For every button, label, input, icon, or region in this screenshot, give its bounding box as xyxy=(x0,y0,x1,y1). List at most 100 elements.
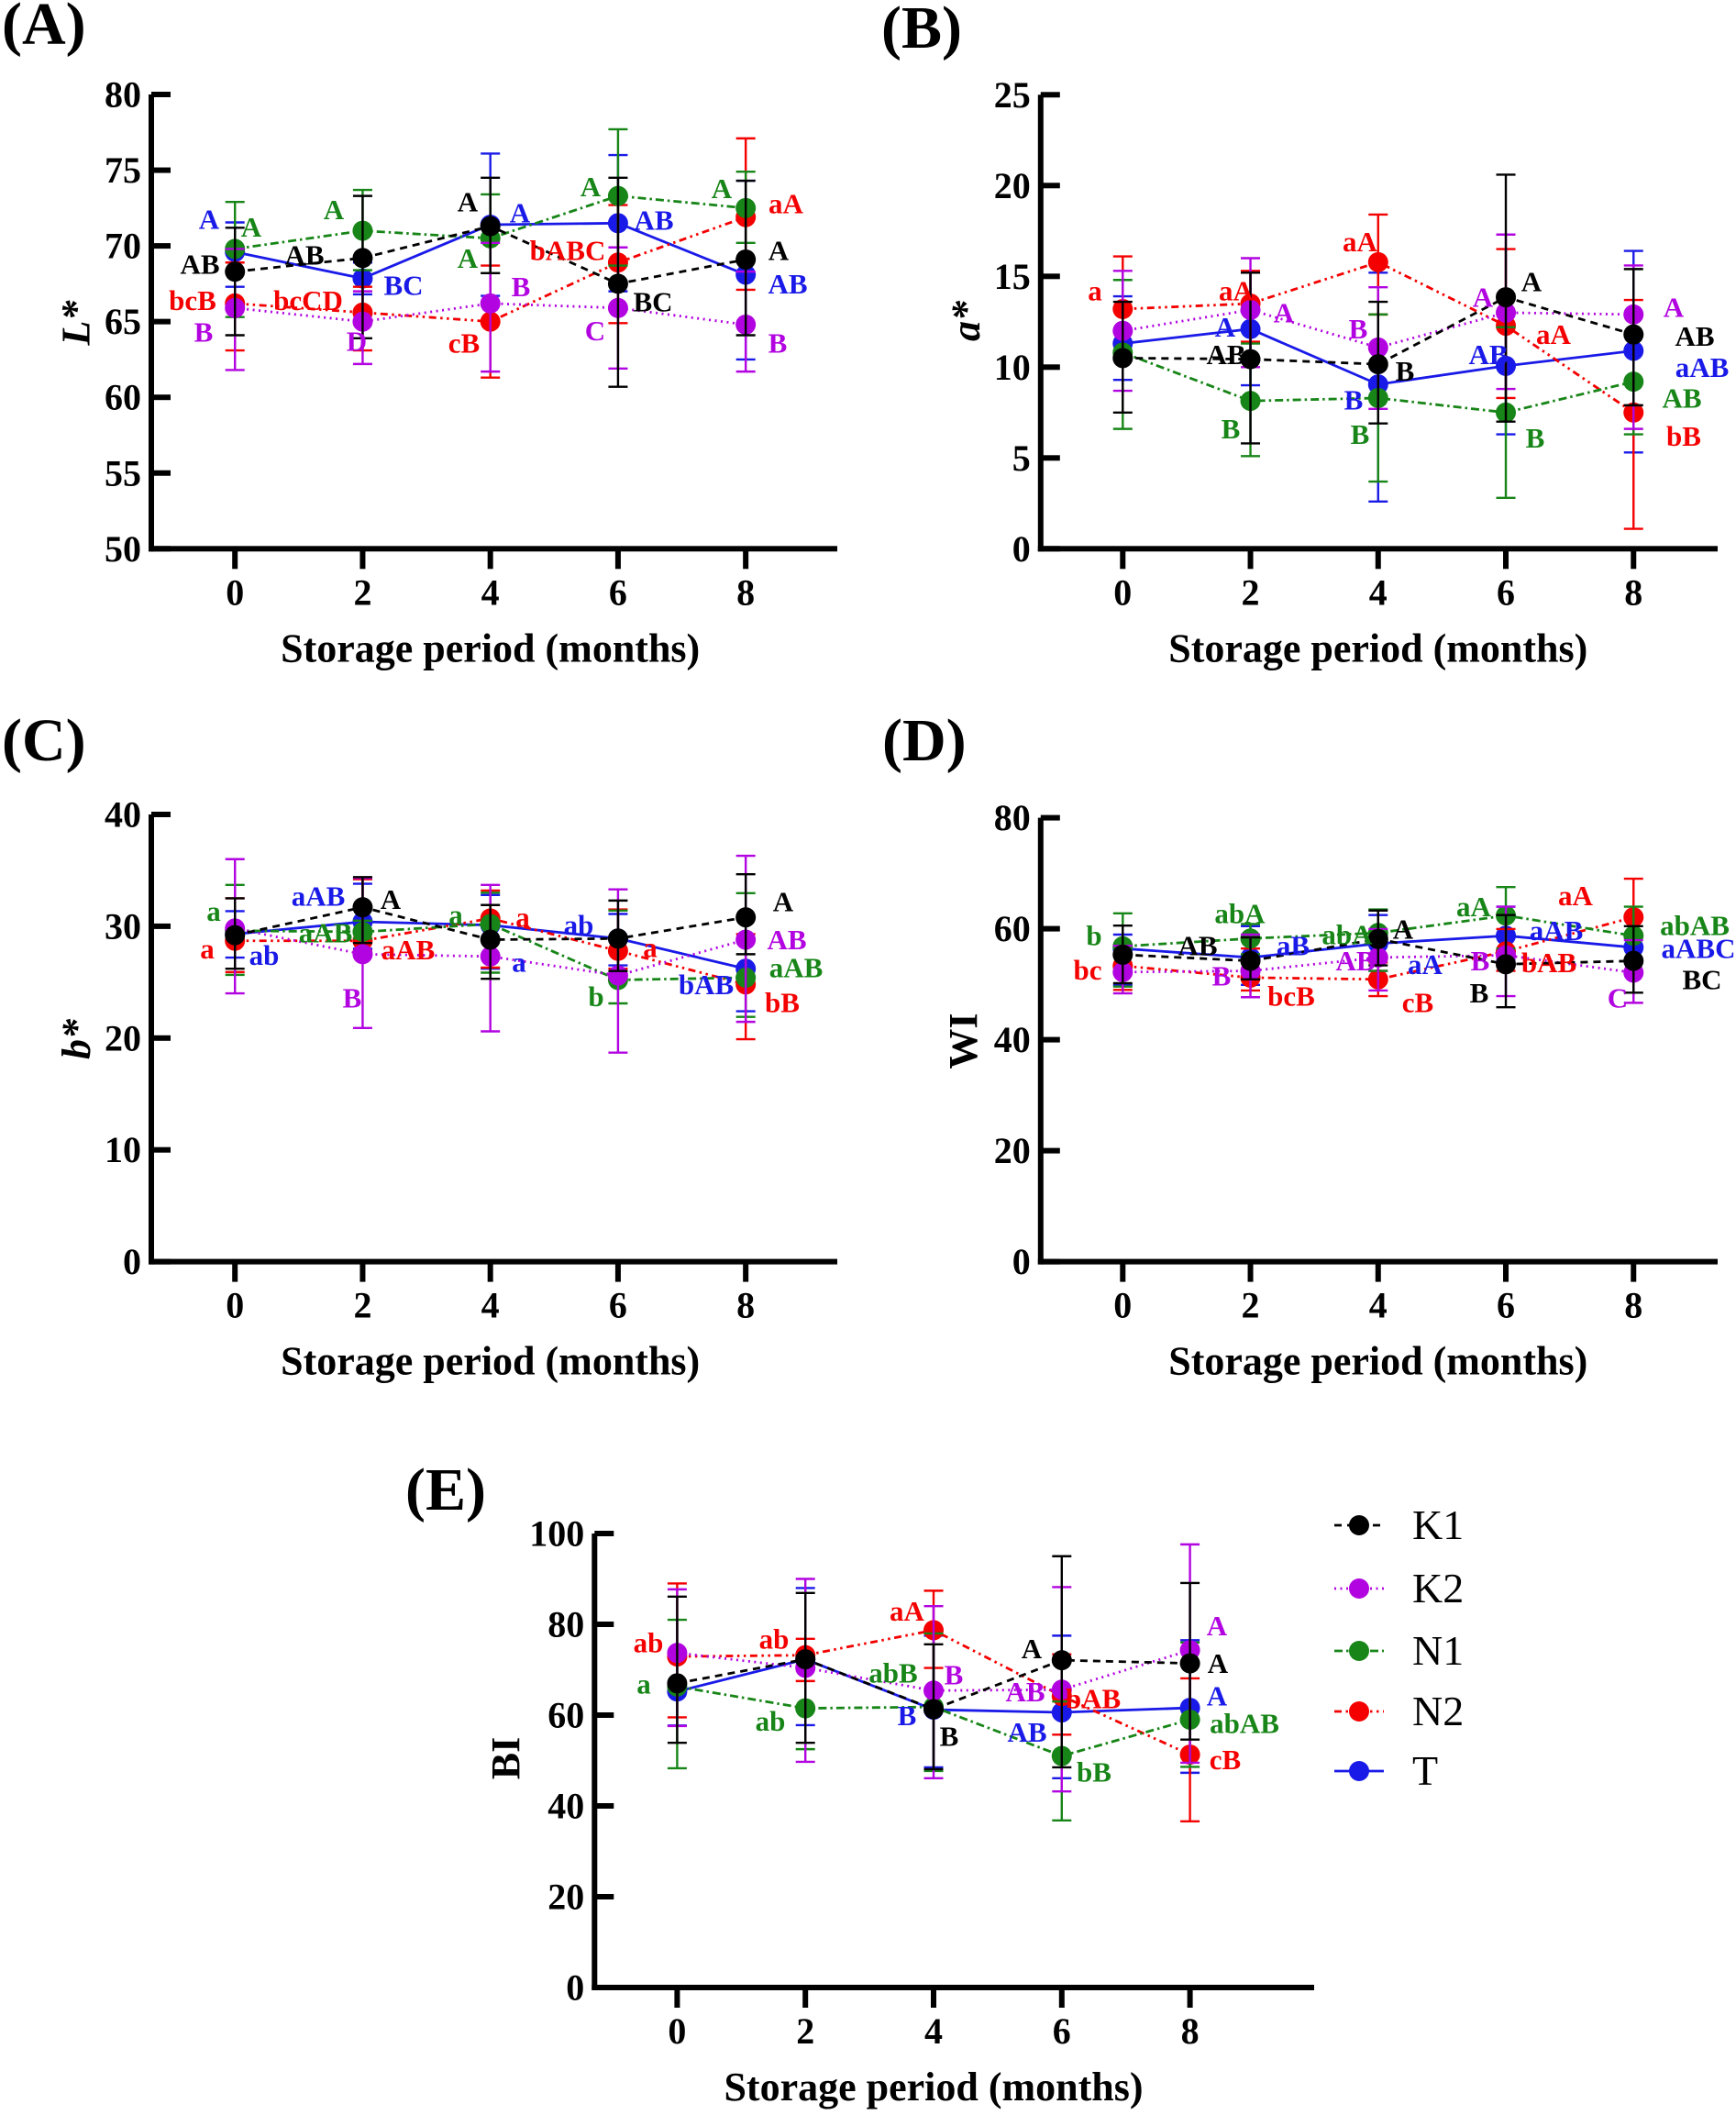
svg-text:bB: bB xyxy=(1077,1755,1111,1788)
svg-text:Storage period (months): Storage period (months) xyxy=(281,1339,700,1384)
svg-text:a: a xyxy=(512,946,526,978)
svg-text:20: 20 xyxy=(547,1877,584,1918)
svg-text:A: A xyxy=(1664,291,1685,323)
svg-text:8: 8 xyxy=(1624,1285,1642,1326)
svg-text:4: 4 xyxy=(481,571,500,613)
svg-text:aABC: aABC xyxy=(1662,933,1736,965)
svg-text:8: 8 xyxy=(1624,571,1642,613)
svg-text:6: 6 xyxy=(1053,2010,1071,2052)
svg-text:8: 8 xyxy=(736,571,755,613)
svg-text:AB: AB xyxy=(1005,1676,1045,1708)
svg-text:AB: AB xyxy=(1335,945,1375,977)
svg-text:AB: AB xyxy=(767,924,806,956)
svg-text:50: 50 xyxy=(105,528,141,570)
svg-text:0: 0 xyxy=(1113,1285,1132,1326)
svg-text:bc: bc xyxy=(1074,954,1102,986)
svg-text:bABC: bABC xyxy=(530,235,606,267)
svg-text:aAB: aAB xyxy=(299,917,353,949)
svg-text:2: 2 xyxy=(353,571,371,613)
svg-text:a: a xyxy=(515,902,530,934)
svg-text:0: 0 xyxy=(226,1285,244,1326)
svg-text:B: B xyxy=(343,981,362,1013)
svg-text:N2: N2 xyxy=(1412,1688,1464,1734)
svg-text:B: B xyxy=(194,316,214,349)
svg-text:A: A xyxy=(1393,913,1414,945)
svg-text:0: 0 xyxy=(668,2010,686,2052)
svg-text:80: 80 xyxy=(105,74,141,116)
svg-text:20: 20 xyxy=(994,1130,1031,1171)
svg-text:AB: AB xyxy=(1662,382,1701,414)
svg-text:bcB: bcB xyxy=(1267,980,1315,1013)
svg-text:aAB: aAB xyxy=(769,952,824,984)
svg-text:6: 6 xyxy=(1497,1285,1515,1326)
svg-text:A: A xyxy=(458,186,479,218)
svg-text:A: A xyxy=(381,883,402,915)
svg-text:(C): (C) xyxy=(2,707,86,774)
svg-text:C: C xyxy=(1608,981,1628,1013)
svg-text:a: a xyxy=(1088,275,1102,307)
svg-text:10: 10 xyxy=(994,347,1031,388)
svg-text:BC: BC xyxy=(1682,963,1721,995)
svg-text:4: 4 xyxy=(1369,571,1388,613)
svg-text:B: B xyxy=(945,1658,964,1690)
svg-text:B: B xyxy=(1396,355,1415,387)
svg-text:abA: abA xyxy=(1321,919,1373,951)
svg-text:4: 4 xyxy=(481,1285,500,1326)
svg-text:20: 20 xyxy=(105,1017,141,1058)
svg-text:B: B xyxy=(1471,945,1490,977)
svg-text:BC: BC xyxy=(633,286,672,318)
svg-text:4: 4 xyxy=(1369,1285,1388,1326)
svg-text:aA: aA xyxy=(1343,226,1378,258)
svg-text:A: A xyxy=(324,194,345,226)
svg-text:0: 0 xyxy=(1012,528,1031,570)
svg-text:bcCD: bcCD xyxy=(273,284,343,316)
svg-text:b*: b* xyxy=(54,1018,99,1059)
svg-text:80: 80 xyxy=(994,797,1031,838)
svg-text:A: A xyxy=(1207,1610,1228,1642)
svg-text:bAB: bAB xyxy=(1066,1683,1121,1715)
svg-text:D: D xyxy=(347,326,367,358)
svg-text:A: A xyxy=(510,196,531,228)
svg-text:80: 80 xyxy=(547,1604,584,1645)
svg-text:abAB: abAB xyxy=(1210,1707,1279,1739)
svg-text:6: 6 xyxy=(1497,571,1515,613)
svg-text:B: B xyxy=(1344,383,1364,415)
svg-text:B: B xyxy=(512,271,531,303)
svg-text:15: 15 xyxy=(994,256,1031,297)
svg-text:aA: aA xyxy=(768,187,804,219)
svg-text:b: b xyxy=(1086,920,1101,952)
svg-text:aA: aA xyxy=(890,1595,925,1627)
svg-text:40: 40 xyxy=(105,794,141,836)
svg-text:20: 20 xyxy=(994,165,1031,206)
svg-text:WI: WI xyxy=(941,1013,986,1069)
svg-text:A: A xyxy=(1022,1633,1043,1665)
svg-text:abA: abA xyxy=(1214,897,1266,929)
svg-text:aAB: aAB xyxy=(292,880,346,912)
svg-text:4: 4 xyxy=(924,2010,943,2052)
svg-text:AB: AB xyxy=(284,239,324,271)
svg-text:A: A xyxy=(1274,296,1295,328)
svg-text:40: 40 xyxy=(994,1019,1031,1060)
svg-text:aA: aA xyxy=(1219,275,1255,307)
svg-text:B: B xyxy=(1526,422,1545,454)
svg-text:Storage period (months): Storage period (months) xyxy=(1168,626,1587,670)
svg-text:ab: ab xyxy=(759,1622,790,1655)
svg-text:75: 75 xyxy=(105,149,141,191)
svg-text:L*: L* xyxy=(54,300,99,347)
svg-text:AB: AB xyxy=(180,248,219,280)
svg-text:ab: ab xyxy=(564,909,594,941)
svg-text:cB: cB xyxy=(1402,986,1433,1018)
svg-text:A: A xyxy=(712,172,733,205)
svg-text:(A): (A) xyxy=(2,0,86,58)
svg-text:AB: AB xyxy=(1178,930,1217,962)
svg-text:aA: aA xyxy=(1536,318,1572,350)
svg-text:a: a xyxy=(206,895,221,927)
svg-text:AB: AB xyxy=(1675,320,1714,352)
svg-text:bcB: bcB xyxy=(169,284,216,316)
svg-text:60: 60 xyxy=(994,908,1031,949)
svg-text:B: B xyxy=(940,1720,959,1752)
svg-text:55: 55 xyxy=(105,452,141,493)
svg-text:aB: aB xyxy=(1277,930,1310,962)
svg-text:0: 0 xyxy=(123,1241,141,1282)
svg-text:bAB: bAB xyxy=(1521,947,1576,979)
